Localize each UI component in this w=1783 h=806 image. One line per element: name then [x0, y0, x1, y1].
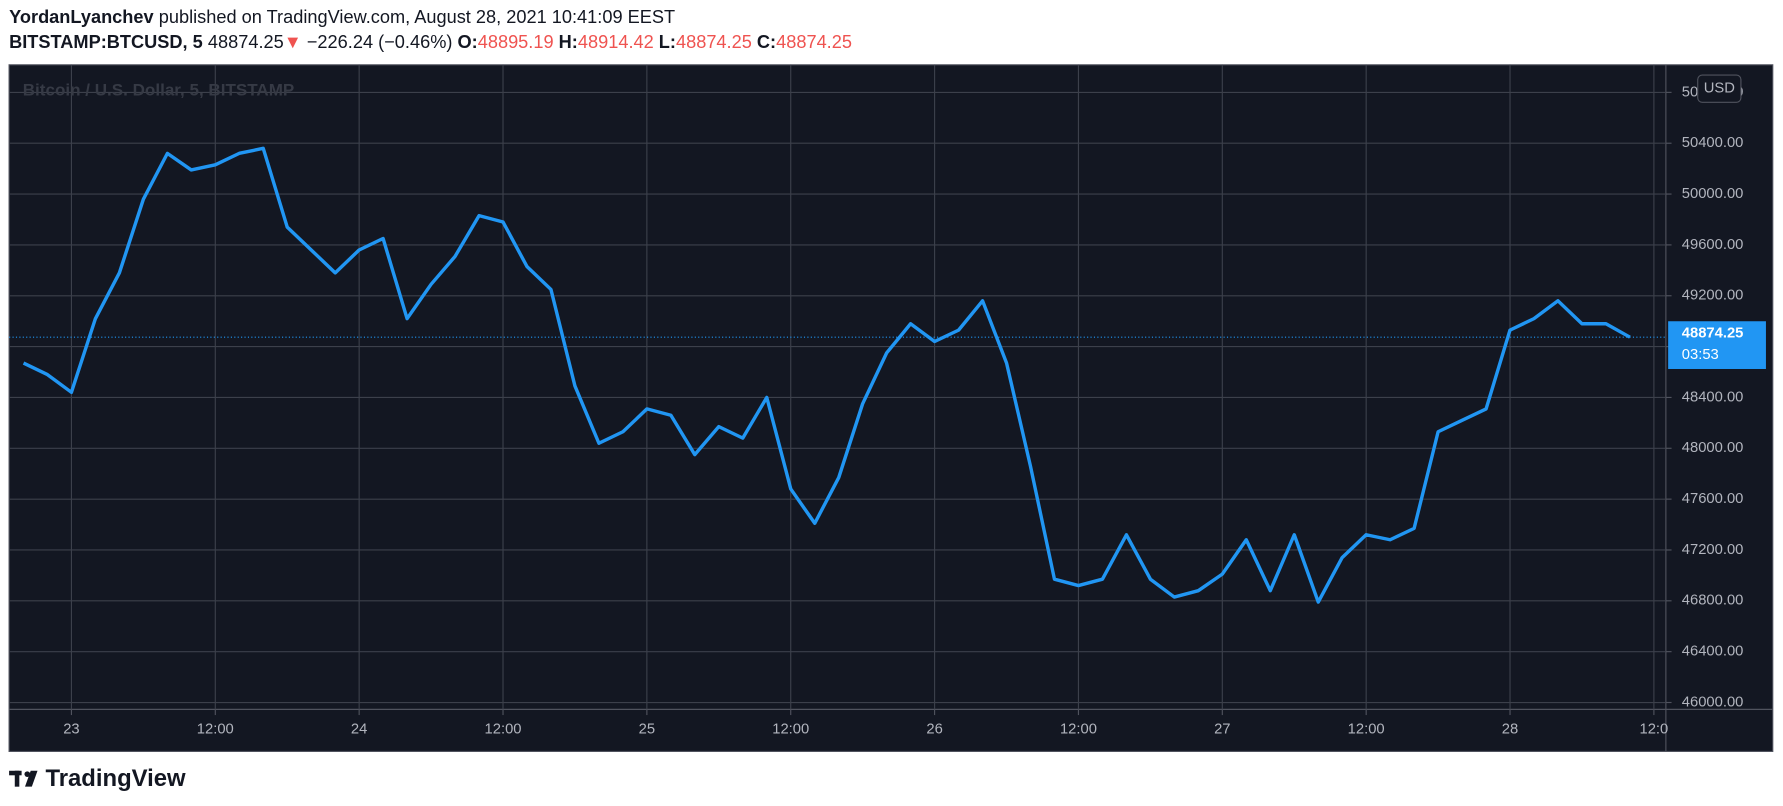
x-tick-label: 24 — [351, 722, 367, 738]
countdown: 03:53 — [1682, 347, 1719, 363]
x-tick-label: 28 — [1502, 722, 1518, 738]
watermark: Bitcoin / U.S. Dollar, 5, BITSTAMP — [23, 80, 295, 99]
unit-badge[interactable] — [1697, 74, 1742, 103]
x-tick-label: 12:00 — [197, 722, 234, 738]
x-tick-label: 27 — [1214, 722, 1230, 738]
open: 48895.19 — [478, 32, 554, 52]
y-tick-label: 49600.00 — [1682, 237, 1744, 253]
y-tick-label: 47600.00 — [1682, 491, 1744, 507]
x-tick-label: 12:00 — [485, 722, 522, 738]
logo-part — [14, 770, 20, 787]
low: 48874.25 — [676, 32, 752, 52]
x-tick-label: 12:00 — [1348, 722, 1385, 738]
published: published on TradingView.com, August 28,… — [159, 7, 675, 27]
y-tick-label: 48000.00 — [1682, 440, 1744, 456]
high: 48914.42 — [578, 32, 654, 52]
y-tick-label: 46400.00 — [1682, 644, 1744, 660]
x-tick-label: 26 — [926, 722, 942, 738]
publish-line: YordanLyanchev published on TradingView.… — [9, 7, 675, 27]
logo-part — [24, 771, 31, 778]
x-tick-label: 12:0 — [1640, 722, 1669, 738]
down-arrow: ▼ — [284, 32, 302, 52]
price-line — [22, 146, 1631, 604]
y-tick-label: 48400.00 — [1682, 389, 1744, 405]
x-tick-label: 12:00 — [772, 722, 809, 738]
axes: 46000.00 46400.00 46800.00 47200.00 47600.00… — [63, 84, 1766, 738]
quote-line: BITSTAMP:BTCUSD, 5 48874.25▼ −226.24 (−0… — [9, 32, 852, 52]
grid — [9, 64, 1666, 710]
y-tick-label: 46000.00 — [1682, 694, 1744, 710]
y-tick-label: 47200.00 — [1682, 542, 1744, 558]
chart-frame — [8, 64, 1774, 753]
logo — [9, 770, 38, 787]
high-label: H: — [559, 32, 578, 52]
unit-label: USD — [1704, 81, 1735, 97]
y-tick-label: 46800.00 — [1682, 593, 1744, 609]
x-tick-label: 23 — [63, 722, 79, 738]
y-tick-label: 49200.00 — [1682, 288, 1744, 304]
symbol: BITSTAMP:BTCUSD, 5 — [9, 32, 203, 52]
x-tick-label: 12:00 — [1060, 722, 1097, 738]
last-price-label: 48874.25 — [1682, 326, 1744, 342]
last-price-box — [1668, 321, 1766, 369]
x-tick-label: 25 — [639, 722, 655, 738]
last: 48874.25 — [208, 32, 284, 52]
change: −226.24 (−0.46%) — [307, 32, 453, 52]
logo-part — [25, 770, 38, 787]
close-label: C: — [757, 32, 776, 52]
y-tick-label: 50400.00 — [1682, 135, 1744, 151]
author: YordanLyanchev — [9, 7, 154, 27]
plot — [9, 146, 1666, 604]
y-tick-label: 50000.00 — [1682, 186, 1744, 202]
low-label: L: — [659, 32, 676, 52]
open-label: O: — [458, 32, 478, 52]
close: 48874.25 — [776, 32, 852, 52]
brand: TradingView — [45, 765, 186, 792]
